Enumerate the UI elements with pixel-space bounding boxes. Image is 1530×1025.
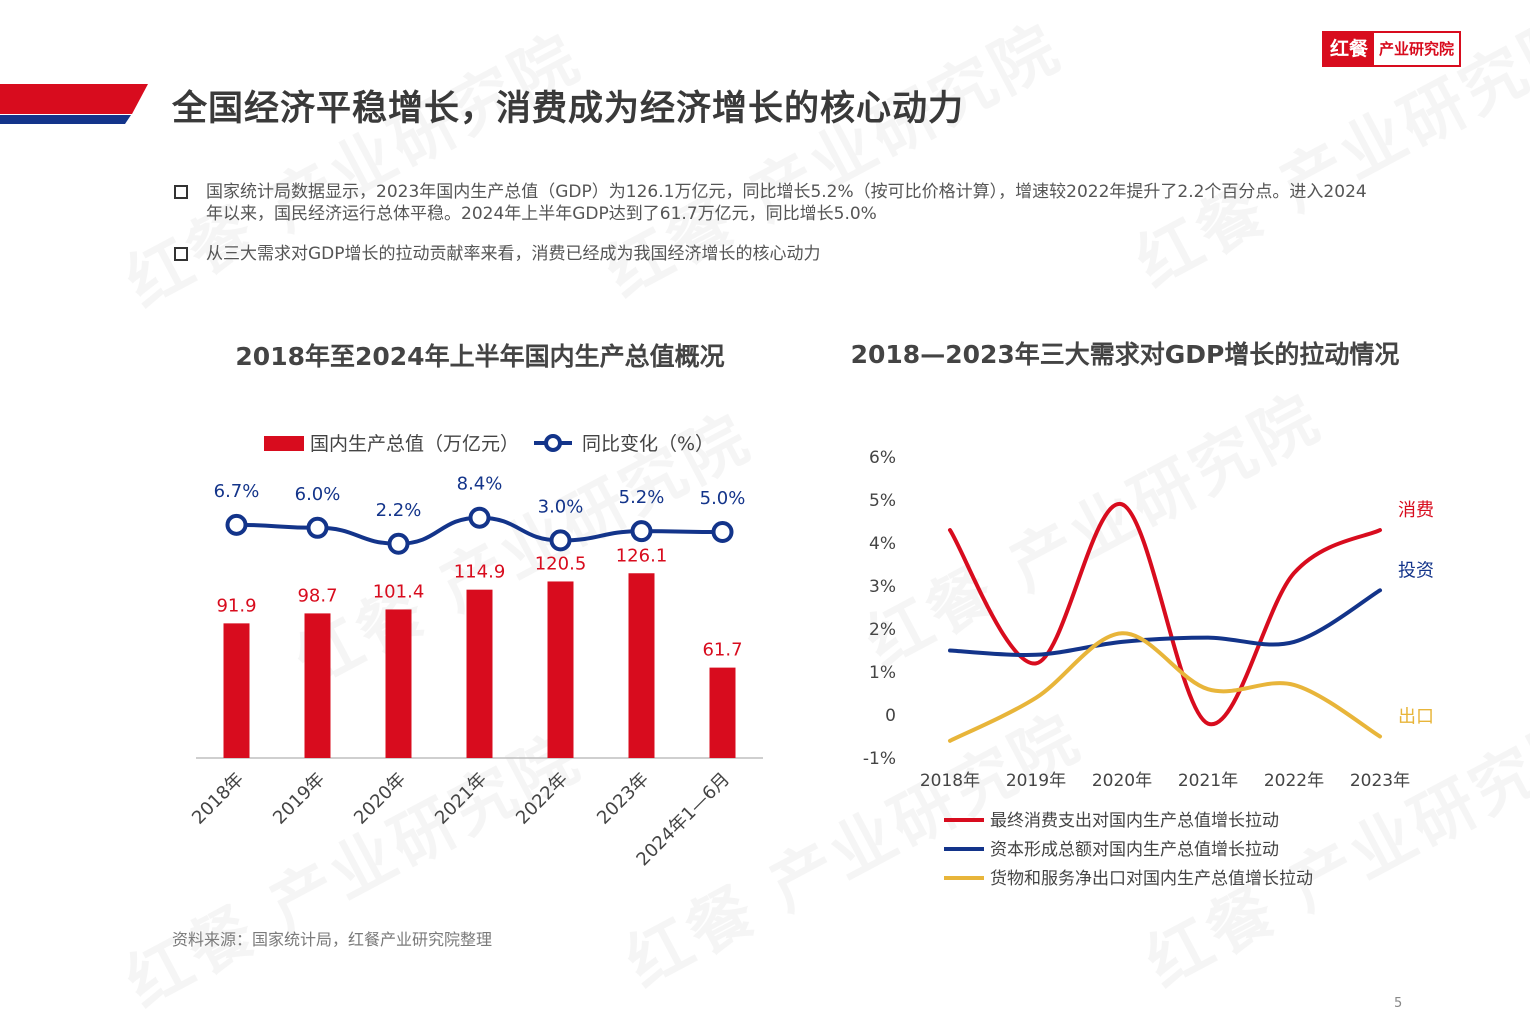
yoy-label: 6.7%: [214, 481, 260, 502]
x-tick-label: 2023年: [593, 769, 653, 829]
bullet-item: 从三大需求对GDP增长的拉动贡献率来看，消费已经成为我国经济增长的核心动力: [174, 243, 1376, 265]
header-accent-stripe: [0, 84, 148, 124]
demand-chart: 6% 5% 4% 3% 2% 1% 0 -1% 2018年 2019年 2020年 2021年 2022…: [863, 448, 1434, 889]
square-bullet-icon: [174, 185, 188, 199]
y-tick-label: 2%: [869, 620, 896, 640]
gdp-bar: [628, 573, 655, 758]
legend-label-gdp: 国内生产总值（万亿元）: [310, 433, 519, 455]
page-title: 全国经济平稳增长，消费成为经济增长的核心动力: [172, 89, 965, 129]
brand-name: 产业研究院: [1379, 40, 1455, 58]
x-tick-label: 2020年: [1092, 771, 1152, 791]
y-tick-label: 5%: [869, 491, 896, 511]
page-number: 5: [1394, 996, 1403, 1011]
gdp-chart-title: 2018年至2024年上半年国内生产总值概况: [235, 342, 725, 371]
gdp-bar-label: 98.7: [297, 585, 337, 606]
source-note: 资料来源：国家统计局，红餐产业研究院整理: [172, 930, 493, 949]
legend-marker-yoy: [544, 434, 562, 452]
gdp-bar-label: 101.4: [373, 581, 425, 602]
series-end-label: 投资: [1398, 560, 1434, 581]
yoy-label: 6.0%: [295, 484, 341, 505]
series-line: [948, 502, 1382, 727]
watermark: 红餐 产业研究院: [108, 7, 595, 324]
yoy-label: 3.0%: [538, 496, 584, 517]
bullet-item: 国家统计局数据显示，2023年国内生产总值（GDP）为126.1万亿元，同比增长…: [174, 181, 1376, 225]
gdp-bar-label: 61.7: [702, 640, 742, 661]
legend-label: 货物和服务净出口对国内生产总值增长拉动: [990, 869, 1313, 889]
x-tick-label: 2019年: [1006, 771, 1066, 791]
x-tick-label: 2021年: [431, 769, 491, 829]
brand-mark: 红餐: [1324, 33, 1375, 65]
series-line: [948, 631, 1382, 743]
yoy-point: [711, 521, 734, 543]
gdp-bar-label: 91.9: [216, 595, 256, 616]
series-end-label: 消费: [1398, 500, 1434, 521]
yoy-point: [630, 520, 653, 543]
demand-chart-title: 2018—2023年三大需求对GDP增长的拉动情况: [850, 340, 1400, 369]
gdp-bar: [466, 589, 493, 758]
yoy-label: 5.0%: [700, 488, 746, 509]
x-tick-label: 2019年: [269, 769, 329, 829]
y-tick-label: 6%: [869, 448, 896, 468]
yoy-point: [387, 532, 410, 555]
bullet-text: 从三大需求对GDP增长的拉动贡献率来看，消费已经成为我国经济增长的核心动力: [206, 244, 821, 264]
y-tick-label: 1%: [869, 663, 896, 683]
y-tick-label: 4%: [869, 534, 896, 554]
watermark: 红餐 产业研究院: [588, 0, 1075, 315]
legend-label: 资本形成总额对国内生产总值增长拉动: [990, 840, 1279, 860]
x-tick-label: 2021年: [1178, 771, 1238, 791]
gdp-chart: 国内生产总值（万亿元） 同比变化（%） 91.9 98.7 101.4 114.9 120.…: [188, 433, 763, 870]
yoy-point: [225, 513, 248, 536]
yoy-label: 5.2%: [619, 487, 665, 508]
legend-label-yoy: 同比变化（%）: [582, 433, 714, 455]
bullet-text: 国家统计局数据显示，2023年国内生产总值（GDP）为126.1万亿元，同比增长…: [206, 182, 1367, 224]
gdp-bar: [709, 667, 736, 758]
gdp-bar-label: 120.5: [535, 553, 587, 574]
gdp-bar: [304, 613, 331, 758]
gdp-bar: [547, 581, 574, 758]
yoy-point: [549, 529, 572, 552]
x-tick-label: 2022年: [512, 769, 572, 829]
square-bullet-icon: [174, 247, 188, 261]
gdp-bar: [223, 623, 250, 758]
y-tick-label: 0: [885, 706, 896, 726]
x-tick-label: 2018年: [188, 769, 248, 829]
brand-logo: 红餐 产业研究院: [1322, 31, 1462, 67]
x-tick-label: 2020年: [350, 769, 410, 829]
series-line: [948, 588, 1382, 658]
yoy-label: 2.2%: [376, 500, 422, 521]
series-end-label: 出口: [1398, 707, 1434, 728]
x-tick-label: 2018年: [920, 771, 980, 791]
gdp-bar-label: 126.1: [616, 545, 668, 566]
yoy-point: [306, 516, 329, 539]
y-tick-label: -1%: [863, 749, 896, 769]
gdp-bar: [385, 609, 412, 758]
y-tick-label: 3%: [869, 577, 896, 597]
legend-swatch-gdp: [264, 436, 304, 451]
x-tick-label: 2022年: [1264, 771, 1324, 791]
gdp-bar-label: 114.9: [454, 562, 506, 583]
legend-label: 最终消费支出对国内生产总值增长拉动: [990, 811, 1279, 831]
yoy-label: 8.4%: [457, 474, 503, 495]
x-tick-label: 2023年: [1350, 771, 1410, 791]
yoy-point: [468, 506, 491, 529]
